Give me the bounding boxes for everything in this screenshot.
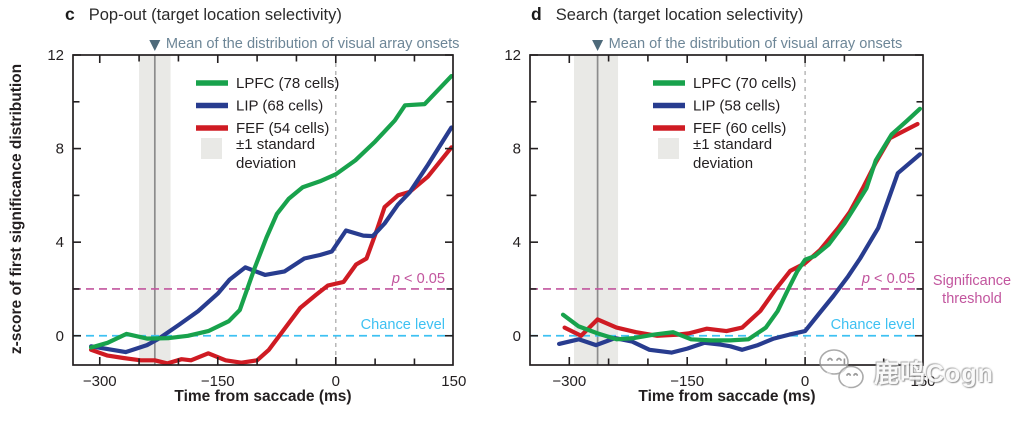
y-tick-label: 4: [513, 234, 521, 251]
series-line-LPFC: [88, 73, 454, 350]
series-line-LIP: [88, 125, 454, 355]
x-axis-label-popout: Time from saccade (ms): [174, 388, 352, 405]
x-tick-label: 150: [910, 373, 935, 390]
y-tick-label: 12: [47, 47, 64, 64]
legend-label: LIP (58 cells): [693, 98, 780, 115]
chance-level-label: Chance level: [831, 317, 915, 333]
x-tick-label: −300: [83, 373, 117, 390]
x-tick-label: 0: [332, 373, 340, 390]
y-tick-label: 8: [56, 141, 64, 158]
panel-title-popout: Pop-out (target location selectivity): [88, 6, 342, 24]
x-tick-label: −300: [552, 373, 586, 390]
x-tick-label: 150: [441, 373, 466, 390]
array-onset-annotation: Mean of the distribution of visual array…: [166, 36, 460, 52]
legend-label: FEF (54 cells): [236, 120, 329, 137]
series-line-FEF: [88, 145, 454, 366]
legend-std-band-swatch: [658, 138, 679, 159]
legend-std-band-label: deviation: [236, 155, 296, 172]
p-value-label: p < 0.05: [861, 271, 915, 287]
panel-letter-c: c: [65, 4, 75, 24]
array-onset-annotation: Mean of the distribution of visual array…: [609, 36, 903, 52]
y-tick-label: 0: [56, 328, 64, 345]
legend-std-band-label: deviation: [693, 155, 753, 172]
x-tick-label: −150: [670, 373, 704, 390]
panel-popout-title: c Pop-out (target location selectivity): [65, 4, 342, 25]
y-tick-label: 8: [513, 141, 521, 158]
panel-title-search: Search (target location selectivity): [555, 6, 804, 24]
legend: LPFC (70 cells) LIP (58 cells) FEF (60 cel…: [653, 75, 796, 172]
p-value-label: p < 0.05: [391, 271, 445, 287]
x-tick-label: −150: [201, 373, 235, 390]
significance-threshold-label: Significance threshold: [928, 272, 1016, 308]
std-band: [574, 55, 619, 365]
significance-threshold-line1: Significance: [932, 273, 1012, 289]
x-tick-label: 0: [801, 373, 809, 390]
panel-d: −300 −150 0 150 0 4 8 12 Mean of the distributio…: [504, 36, 935, 390]
legend-label: LPFC (78 cells): [236, 75, 339, 92]
legend-label: LPFC (70 cells): [693, 75, 796, 92]
legend: LPFC (78 cells) LIP (68 cells) FEF (54 cel…: [196, 75, 339, 172]
array-onset-arrow-icon: [149, 40, 161, 51]
legend-label: FEF (60 cells): [693, 120, 786, 137]
plot-box: [72, 54, 454, 366]
x-axis-label-search: Time from saccade (ms): [638, 388, 816, 405]
y-tick-label: 4: [56, 234, 64, 251]
chance-level-label: Chance level: [361, 317, 445, 333]
y-tick-label: 0: [513, 328, 521, 345]
panel-search-title: d Search (target location selectivity): [531, 4, 803, 25]
significance-threshold-line2: threshold: [942, 291, 1002, 307]
panel-c: −300 −150 0 150 0 4 8 12 Mean of the distributio…: [47, 36, 466, 390]
legend-std-band-label: ±1 standard: [693, 136, 772, 153]
series-line-FEF: [562, 121, 920, 338]
series-line-LPFC: [560, 106, 923, 343]
array-onset-arrow-icon: [592, 40, 604, 51]
y-tick-label: 12: [504, 47, 521, 64]
panel-letter-d: d: [531, 4, 542, 24]
legend-std-band-swatch: [201, 138, 222, 159]
legend-std-band-label: ±1 standard: [236, 136, 315, 153]
legend-label: LIP (68 cells): [236, 98, 323, 115]
